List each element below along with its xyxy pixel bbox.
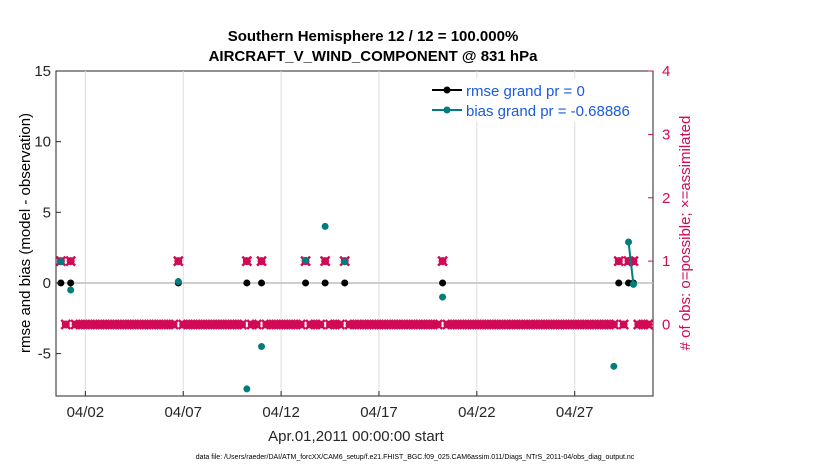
bias-point	[258, 343, 266, 351]
rmse-point	[341, 279, 349, 287]
y2-tick-label: 4	[662, 63, 670, 80]
obs-assimilated-marker	[256, 255, 267, 267]
y2-axis-label: # of obs: o=possible; ×=assimilated	[677, 116, 694, 351]
obs-assimilated-marker	[172, 255, 184, 267]
series-layer	[57, 222, 637, 393]
bias-point	[302, 256, 310, 264]
rmse-point	[439, 279, 447, 287]
obs-count-markers	[55, 255, 654, 330]
rmse-point	[302, 279, 310, 287]
x-tick-label: 04/02	[67, 404, 105, 421]
obs-assimilated-marker	[437, 255, 448, 267]
y-tick-label: 0	[43, 275, 51, 292]
bias-point	[174, 278, 182, 286]
data-file-footnote: data file: /Users/raeder/DAI/ATM_forcXX/…	[196, 454, 635, 461]
plot-area	[55, 70, 654, 397]
bias-point	[439, 293, 447, 301]
y2-tick-label: 2	[662, 190, 670, 207]
grid	[84, 71, 576, 396]
bias-point	[629, 280, 637, 288]
bias-point	[610, 362, 618, 370]
x-axis-label: Apr.01,2011 00:00:00 start	[268, 428, 445, 445]
obs-assimilated-marker	[65, 255, 77, 267]
obs-assimilated-marker	[236, 319, 248, 330]
obs-assimilated-marker	[334, 319, 346, 330]
chart-subtitle: AIRCRAFT_V_WIND_COMPONENT @ 831 hPa	[209, 48, 539, 65]
bias-point	[341, 258, 349, 266]
obs-assimilated-marker	[314, 319, 326, 330]
obs-assimilated-marker	[60, 319, 72, 330]
x-tick-label: 04/22	[458, 404, 496, 421]
obs-assimilated-marker	[168, 319, 179, 330]
y2-tick-label: 1	[662, 253, 670, 270]
obs-assimilated-marker	[319, 255, 331, 267]
bias-point	[243, 385, 251, 393]
x-tick-label: 04/17	[360, 404, 398, 421]
x-tick-label: 04/12	[262, 404, 300, 421]
legend-marker-rmse	[443, 86, 451, 94]
y-tick-label: 5	[43, 204, 51, 221]
legend: rmse grand pr = 0 bias grand pr = -0.688…	[420, 78, 650, 122]
obs-assimilated-marker	[251, 319, 263, 330]
bias-point	[321, 222, 329, 230]
chart-title: Southern Hemisphere 12 / 12 = 100.000%	[228, 28, 519, 45]
obs-assimilated-marker	[613, 255, 625, 267]
obs-assimilated-marker	[618, 319, 630, 330]
legend-label-rmse: rmse grand pr = 0	[466, 83, 585, 100]
axis-ticks: 04/02 04/07 04/12 04/17 04/22 04/27 -5 0 5 10 15 0 1…	[34, 63, 670, 421]
rmse-point	[243, 279, 251, 287]
y-axis-label: rmse and bias (model - observation)	[17, 113, 34, 353]
rmse-point	[321, 279, 329, 287]
rmse-point	[615, 279, 623, 287]
rmse-point	[258, 279, 266, 287]
x-tick-label: 04/07	[164, 404, 202, 421]
legend-marker-bias	[443, 106, 451, 114]
bias-point	[67, 286, 75, 294]
legend-box	[420, 78, 650, 122]
y-tick-label: 15	[34, 63, 51, 80]
x-tick-label: 04/27	[556, 404, 594, 421]
obs-assimilated-marker	[432, 319, 444, 330]
bias-point	[625, 238, 633, 246]
rmse-point	[67, 279, 75, 287]
bias-point	[57, 258, 65, 266]
y2-tick-label: 0	[662, 317, 670, 334]
obs-assimilated-marker	[608, 319, 620, 330]
obs-assimilated-marker	[295, 319, 307, 330]
obs-assimilated-marker	[241, 255, 253, 267]
y-tick-label: -5	[38, 346, 51, 363]
y-tick-label: 10	[34, 134, 51, 151]
bias-line-segment	[627, 241, 635, 285]
legend-label-bias: bias grand pr = -0.68886	[466, 103, 630, 120]
y2-tick-label: 3	[662, 126, 670, 143]
